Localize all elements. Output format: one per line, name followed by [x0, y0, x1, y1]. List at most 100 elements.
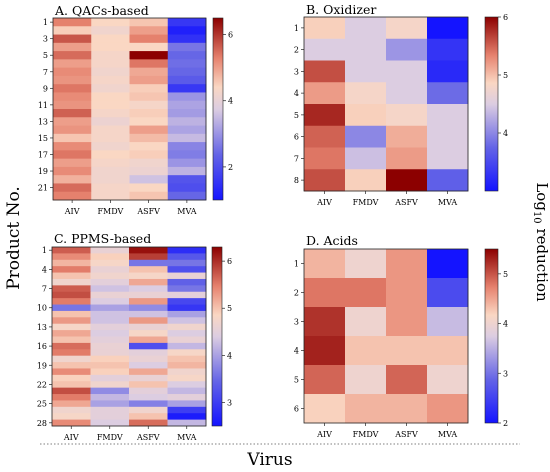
colorbar-tick-label: 4 [228, 97, 233, 106]
heatmap-cell [167, 342, 207, 350]
colorbar-tick-label: 3 [227, 398, 232, 407]
heatmap-cell [129, 291, 168, 299]
colorbar [484, 16, 499, 192]
row-tick-label: 16 [37, 342, 47, 351]
heatmap-cell [345, 307, 387, 337]
heatmap-cell [52, 368, 91, 376]
heatmap-cell [304, 104, 346, 127]
heatmap-cell [129, 394, 168, 401]
heatmap-cell [52, 362, 91, 369]
heatmap-cell [129, 247, 168, 254]
heatmap-cell [345, 249, 387, 279]
heatmap-cell [129, 362, 168, 369]
heatmap-cell [167, 362, 207, 369]
heatmap-cell [345, 125, 387, 148]
heatmap-cell [91, 26, 130, 35]
panel-title: C. PPMS-based [54, 231, 151, 246]
heatmap-cell [129, 336, 168, 344]
y-axis-label: Product No. [4, 186, 24, 290]
colorbar-tick-label: 2 [503, 419, 508, 428]
heatmap-cell [386, 147, 428, 170]
heatmap-cell [427, 60, 469, 83]
heatmap-cell [91, 117, 130, 126]
row-tick-label: 5 [43, 51, 48, 60]
heatmap-cell [167, 125, 207, 135]
heatmap-cell [52, 310, 91, 318]
heatmap-cell [167, 413, 207, 420]
heatmap-cell [345, 365, 387, 395]
heatmap-cell [52, 400, 91, 408]
heatmap-cell [386, 60, 428, 83]
column-tick-label: AIV [316, 430, 332, 439]
row-tick-label: 9 [43, 84, 48, 93]
heatmap-cell [53, 175, 92, 184]
heatmap-cell [386, 394, 428, 424]
heatmap-cell [52, 381, 91, 389]
heatmap-cell [90, 419, 130, 427]
heatmap-frame [52, 17, 207, 201]
heatmap-cell [386, 249, 428, 279]
row-tick-label: 19 [38, 167, 48, 176]
heatmap-cell [90, 400, 130, 408]
heatmap-cell [167, 272, 207, 280]
heatmap-cell [427, 278, 469, 308]
heatmap-cell [91, 166, 130, 176]
heatmap-cell [386, 125, 428, 148]
heatmap-cell [304, 38, 346, 61]
colorbar-tick-label: 2 [228, 163, 233, 172]
heatmap-cell [427, 38, 469, 61]
heatmap-cell [167, 310, 207, 318]
heatmap-cell [53, 142, 92, 151]
colorbar [211, 246, 223, 427]
panel-title: A. QACs-based [54, 3, 149, 18]
heatmap-panel-4: D. Acids 1 2 3 4 5 6 AIV FMDV ASFV MVA 2 3 4 5 [294, 233, 508, 439]
column-tick-label: FMDV [353, 430, 379, 439]
heatmap-cell [91, 18, 130, 27]
row-tick-label: 4 [42, 265, 47, 274]
row-tick-label: 1 [294, 260, 299, 269]
heatmap-cell [304, 147, 346, 170]
heatmap-cell [91, 75, 130, 85]
heatmap-cell [167, 259, 207, 267]
heatmap-cell [90, 349, 130, 357]
heatmap-cell [52, 266, 91, 273]
heatmap-frame [51, 246, 207, 427]
heatmap-cell [167, 278, 207, 286]
colorbar-label-main: Log [533, 182, 550, 211]
heatmap-cell [129, 109, 169, 118]
heatmap-cell [345, 169, 387, 192]
row-tick-label: 7 [43, 68, 48, 77]
heatmap-cell [167, 18, 207, 27]
heatmap-cell [304, 60, 346, 83]
heatmap-cell [167, 253, 207, 261]
heatmap-cell [129, 175, 169, 184]
heatmap-cell [53, 150, 92, 160]
heatmap-cell [53, 158, 92, 168]
heatmap-cell [129, 349, 168, 357]
heatmap-cell [386, 307, 428, 337]
heatmap-cell [427, 307, 469, 337]
heatmap-cell [129, 272, 168, 280]
heatmap-cell [90, 298, 130, 305]
colorbar-tick-label: 4 [227, 351, 232, 360]
heatmap-cell [53, 133, 92, 143]
heatmap-cell [53, 117, 92, 126]
heatmap-cell [129, 26, 169, 35]
heatmap-cell [90, 330, 130, 337]
colorbar-tick-label: 4 [503, 129, 508, 138]
heatmap-cell [167, 133, 207, 143]
heatmap-cell [304, 17, 346, 40]
row-tick-label: 4 [294, 89, 299, 98]
column-tick-label: MVA [177, 433, 196, 442]
colorbar-tick-label: 4 [503, 320, 508, 329]
heatmap-cell [427, 394, 469, 424]
column-tick-label: MVA [438, 430, 457, 439]
heatmap-cell [129, 253, 168, 261]
heatmap-cell [129, 84, 169, 93]
panel-title: D. Acids [306, 233, 358, 248]
heatmap-cell [304, 82, 346, 105]
heatmap-cell [53, 92, 92, 102]
heatmap-cell [52, 349, 91, 357]
heatmap-cell [427, 82, 469, 105]
colorbar-tick-label: 6 [503, 13, 508, 22]
